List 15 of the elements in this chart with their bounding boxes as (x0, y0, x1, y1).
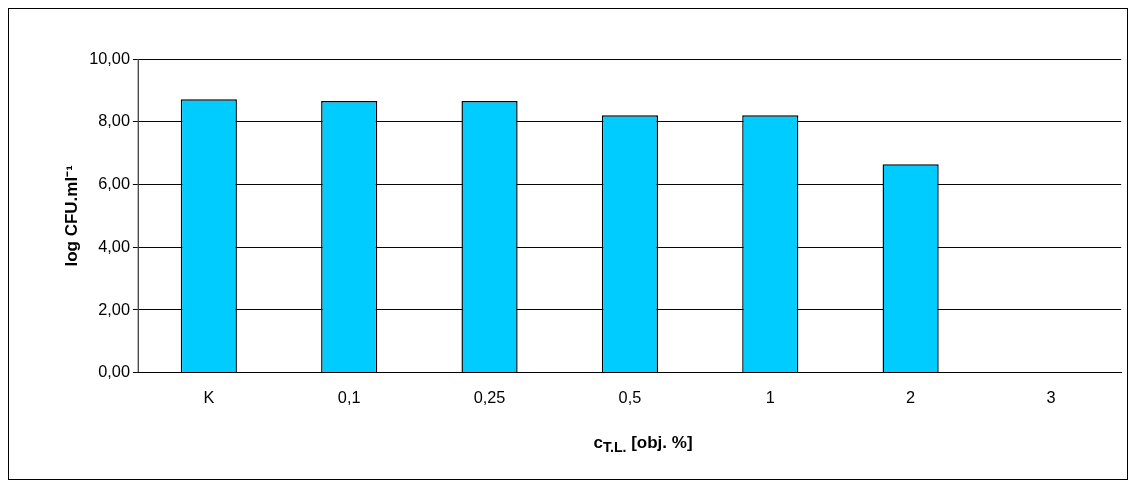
x-tick-label: 2 (906, 388, 916, 408)
y-tick-label: 8,00 (98, 111, 131, 131)
x-tick-label: 3 (1046, 388, 1056, 408)
y-tick-label: 6,00 (98, 173, 131, 194)
x-tick-label: 0,5 (618, 388, 642, 408)
y-tick-label: 2,00 (98, 299, 131, 319)
x-tick-label: 0,1 (337, 388, 361, 408)
x-tick-label: 0,25 (473, 388, 506, 408)
x-tick-label: K (203, 388, 215, 408)
y-axis-title: log CFU.ml⁻¹ (62, 164, 82, 267)
y-tick-label: 0,00 (98, 361, 131, 382)
x-axis-title: c$_{T.L.}$ [obj. %] (592, 433, 694, 456)
y-tick-label: 4,00 (98, 236, 131, 256)
y-tick-label: 10,00 (89, 48, 131, 68)
x-tick-label: 1 (765, 388, 775, 408)
